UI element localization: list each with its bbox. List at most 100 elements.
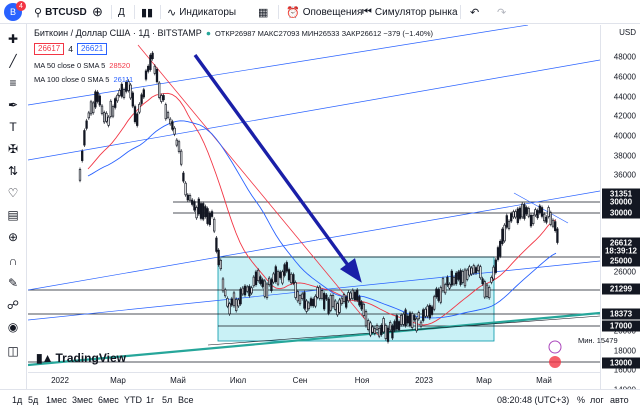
range-button[interactable]: 5л	[162, 395, 173, 405]
symbol-title[interactable]: Биткоин / Доллар США · 1Д · BITSTAMP	[34, 28, 202, 38]
candle-body	[133, 106, 137, 123]
candle-body	[331, 295, 335, 308]
candle-body	[543, 213, 546, 222]
candle-body	[208, 212, 211, 225]
templates-button[interactable]: ▦	[258, 4, 268, 20]
ask-pill[interactable]: 26621	[76, 43, 108, 55]
percent-toggle[interactable]: %	[577, 395, 586, 405]
candle-body	[105, 112, 108, 122]
brush-icon[interactable]: ✒	[7, 98, 19, 112]
replay-label: Симулятор рынка	[374, 6, 458, 18]
heart-icon[interactable]: ♡	[7, 186, 19, 200]
candle-body	[224, 289, 227, 297]
crosshair-icon[interactable]: ✚	[7, 32, 19, 46]
alerts-button[interactable]: ⏰ Оповещения	[286, 4, 362, 20]
candle-body	[551, 219, 555, 227]
candle-body	[235, 299, 238, 311]
indicators-button[interactable]: ∿ Индикаторы	[167, 4, 236, 20]
price-tick: 38000	[613, 151, 636, 161]
candle-body	[554, 221, 557, 231]
currency-label[interactable]: USD	[619, 28, 636, 37]
price-label: 18:39:12	[602, 245, 640, 257]
trash-icon[interactable]: ◫	[7, 344, 19, 358]
candle-body	[371, 326, 374, 333]
time-axis[interactable]: 2022 Мар Май Июл Сен Ноя 2023 Мар Май	[28, 372, 600, 389]
magnet-icon[interactable]: ∩	[8, 254, 18, 268]
undo-button[interactable]: ↶	[470, 4, 479, 20]
plus-circle-icon: ⊕	[92, 4, 103, 19]
ruler-icon[interactable]: ▤	[7, 208, 19, 222]
zoom-icon[interactable]: ⊕	[7, 230, 19, 244]
clock[interactable]: 08:20:48 (UTC+3)	[497, 395, 570, 405]
range-button[interactable]: 1г	[146, 395, 155, 405]
price-axis[interactable]: USD 48000 46000 44000 42000 40000 38000 36000 3…	[600, 25, 640, 389]
chart-type-button[interactable]: ▮▮	[141, 4, 153, 20]
candle-body	[131, 92, 134, 107]
candle-body	[485, 284, 489, 297]
redo-button[interactable]: ↷	[497, 4, 506, 20]
candle-body	[364, 311, 368, 327]
candle-body	[169, 118, 172, 125]
compare-button[interactable]: ⊕	[92, 4, 103, 20]
range-button[interactable]: Все	[178, 395, 194, 405]
price-chart[interactable]	[28, 25, 600, 389]
candle-body	[452, 277, 456, 285]
interval-label: Д	[118, 6, 125, 18]
ma50-label[interactable]: MA 50 close 0 SMA 5	[34, 61, 106, 70]
ma50-line	[87, 92, 557, 326]
candle-body	[206, 208, 209, 224]
candle-body	[261, 279, 264, 287]
trendline-icon[interactable]: ╱	[9, 54, 17, 68]
price-label: 13000	[602, 357, 640, 369]
candle-body	[402, 313, 405, 325]
candle-body	[197, 198, 200, 215]
pencil-lock-icon[interactable]: ✎	[7, 276, 19, 290]
candle-body	[202, 203, 205, 220]
candle-body	[461, 270, 464, 283]
auto-toggle[interactable]: авто	[610, 395, 629, 405]
interval-button[interactable]: Д	[118, 4, 125, 20]
horizontal-lines-icon[interactable]: ≡	[9, 76, 17, 90]
candle-body	[499, 240, 502, 257]
chart-pane[interactable]	[28, 25, 600, 389]
candle-body	[149, 54, 152, 70]
candle-body	[424, 308, 427, 317]
range-button[interactable]: 3мес	[72, 395, 93, 405]
text-icon[interactable]: T	[9, 120, 17, 134]
forecast-icon[interactable]: ⇅	[7, 164, 19, 178]
candle-body	[523, 204, 526, 219]
candle-body	[413, 315, 416, 321]
channel-lines	[28, 25, 600, 321]
candle-body	[213, 218, 216, 232]
candle-body	[479, 266, 482, 279]
time-tick: Май	[536, 376, 552, 385]
tradingview-logo[interactable]: ▮▲ TradingView	[36, 351, 126, 365]
candle-body	[415, 318, 418, 332]
candle-body	[367, 320, 370, 330]
eye-icon[interactable]: ◉	[7, 320, 19, 334]
ma100-label[interactable]: MA 100 close 0 SMA 5	[34, 75, 110, 84]
pattern-icon[interactable]: ✠	[7, 142, 19, 156]
candle-body	[272, 273, 275, 283]
indicators-label: Индикаторы	[179, 6, 237, 18]
range-button[interactable]: 1мес	[46, 395, 67, 405]
candle-body	[140, 94, 143, 104]
candles-icon: ▮▮	[141, 6, 154, 19]
candle-body	[160, 95, 163, 102]
candle-body	[446, 276, 449, 286]
lock-icon[interactable]: ☍	[6, 298, 20, 312]
candle-body	[422, 309, 425, 321]
range-button[interactable]: YTD	[124, 395, 142, 405]
price-tick: 48000	[613, 52, 636, 62]
candle-body	[501, 228, 504, 244]
min-label-text: Мин.	[578, 336, 595, 345]
range-button[interactable]: 1д	[12, 395, 23, 405]
log-toggle[interactable]: лог	[590, 395, 604, 405]
candle-body	[336, 303, 339, 316]
symbol-search-button[interactable]: ⚲ BTCUSD	[34, 4, 87, 20]
replay-button[interactable]: ⏮ Симулятор рынка	[362, 4, 458, 20]
range-button[interactable]: 6мес	[98, 395, 119, 405]
range-button[interactable]: 5д	[28, 395, 39, 405]
bid-pill[interactable]: 26617	[34, 43, 65, 55]
candle-body	[246, 286, 249, 292]
